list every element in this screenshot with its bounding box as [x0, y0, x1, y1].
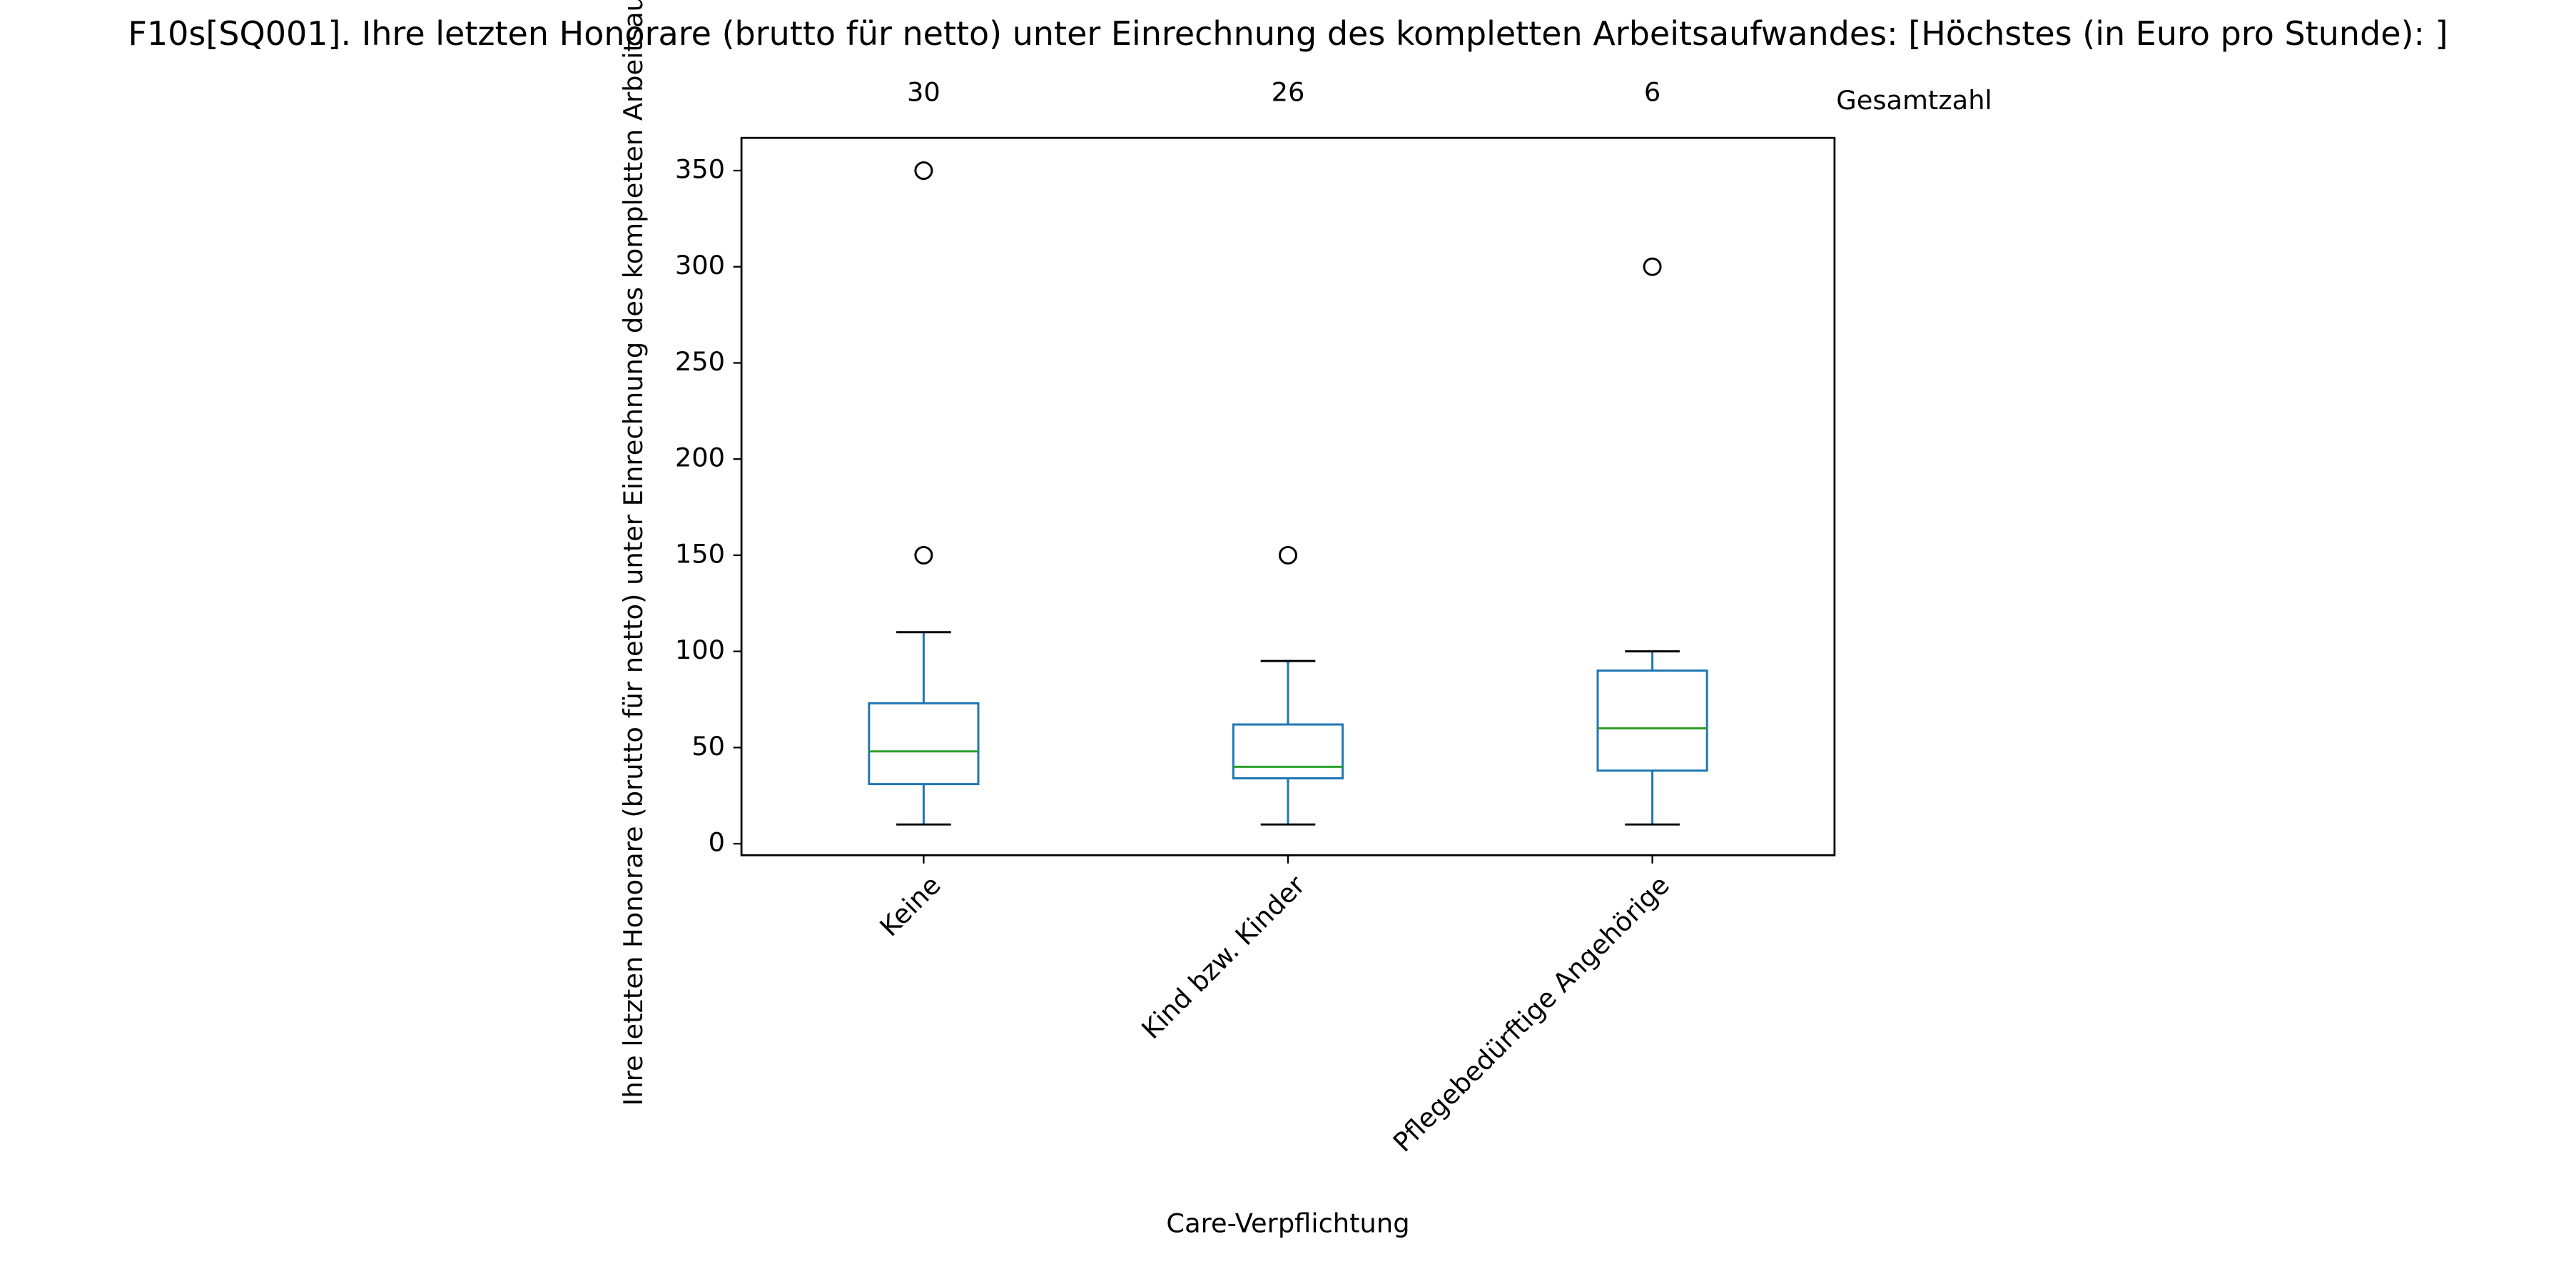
box [1596, 669, 1708, 772]
count: 26 [1272, 77, 1305, 108]
y-tick-label: 50 [691, 731, 725, 762]
flier [914, 545, 933, 565]
count-label: Gesamtzahl [1836, 85, 1992, 116]
count: 30 [907, 77, 940, 108]
y-axis-label: Ihre letzten Honorare (brutto für netto)… [618, 0, 649, 1106]
y-tick-label: 200 [675, 443, 725, 473]
y-tick-label: 150 [675, 538, 725, 569]
flier [914, 161, 933, 181]
y-tick-label: 250 [675, 346, 725, 377]
box [1232, 723, 1344, 780]
x-axis-label: Care-Verpflichtung [1166, 1208, 1409, 1238]
flier [1279, 545, 1297, 565]
flier [1643, 257, 1662, 276]
y-tick-label: 350 [675, 154, 725, 185]
y-tick-label: 300 [675, 250, 725, 280]
count: 6 [1644, 77, 1660, 108]
box [868, 702, 980, 786]
y-tick-label: 0 [709, 827, 725, 858]
y-tick-label: 100 [675, 634, 725, 665]
chart-title: F10s[SQ001]. Ihre letzten Honorare (brut… [128, 14, 2448, 53]
